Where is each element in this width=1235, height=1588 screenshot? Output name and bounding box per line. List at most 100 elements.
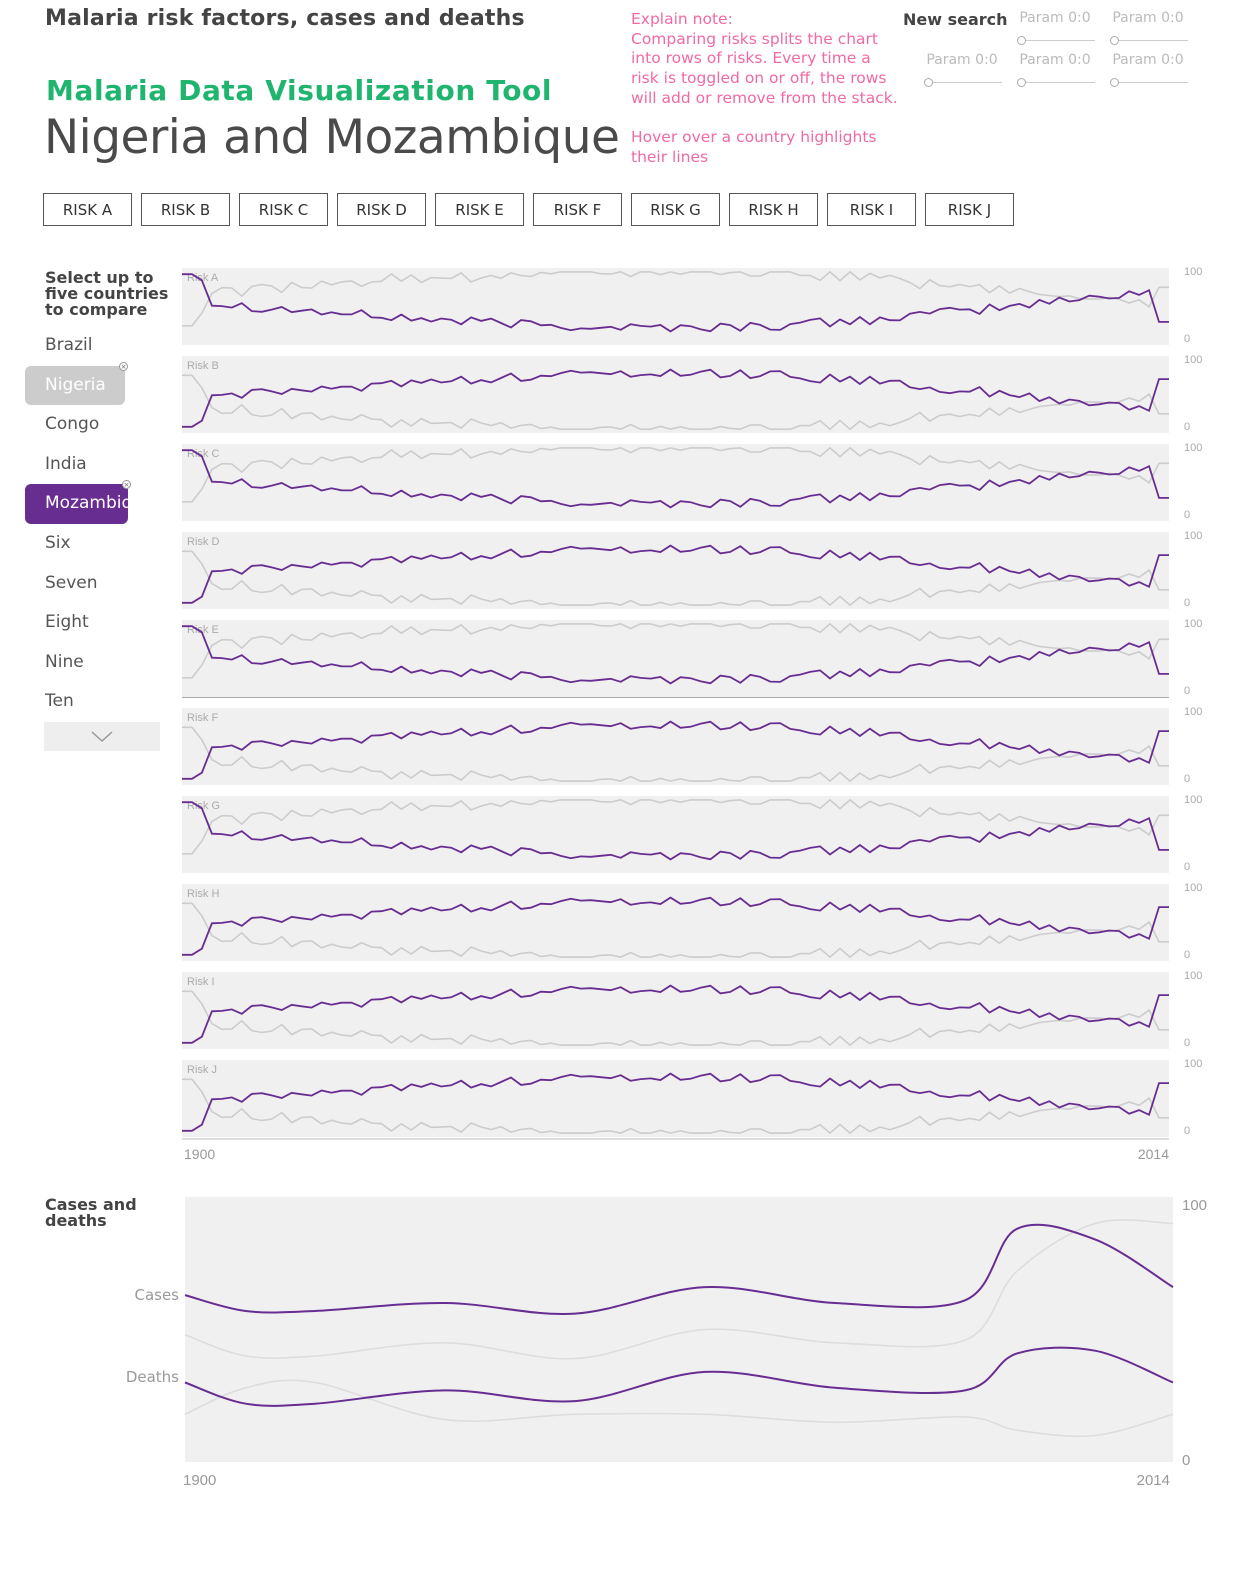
y-tick-label: 0 (1184, 685, 1190, 697)
slider-track[interactable] (1110, 82, 1188, 83)
y-tick-label: 0 (1184, 597, 1190, 609)
risk-g-button[interactable]: RISK G (631, 193, 720, 226)
slider-track[interactable] (1110, 40, 1188, 41)
risk-row-label: Risk I (187, 976, 215, 988)
param-slider-1[interactable]: Param 0:0 (1013, 10, 1097, 50)
country-item-brazil[interactable]: Brazil (25, 326, 175, 366)
risk-row-panel (182, 620, 1169, 697)
remove-country-icon[interactable]: × (119, 361, 128, 371)
y-tick-label: 100 (1184, 882, 1202, 894)
y-tick-label: 0 (1184, 949, 1190, 961)
y-tick-label: 0 (1184, 1125, 1190, 1137)
page-title: Nigeria and Mozambique (44, 110, 620, 165)
explain-note: Explain note: Comparing risks splits the… (631, 10, 901, 168)
remove-country-icon[interactable]: × (122, 480, 131, 490)
country-label: Nigeria (45, 374, 106, 395)
country-item-india[interactable]: India (25, 445, 175, 485)
secondary-series-line (182, 990, 1169, 1047)
param-slider-5[interactable]: Param 0:0 (1106, 52, 1190, 92)
risk-row-label: Risk F (187, 712, 218, 724)
risk-a-button[interactable]: RISK A (43, 193, 132, 226)
param-label: Param 0:0 (1019, 10, 1091, 26)
explain-note-label: Explain note: (631, 10, 733, 28)
country-label: Congo (45, 414, 100, 435)
secondary-series-line (182, 446, 1169, 503)
y-tick-label: 100 (1184, 442, 1202, 454)
risk-f-button[interactable]: RISK F (533, 193, 622, 226)
secondary-series-line (182, 726, 1169, 783)
highlighted-series-line (182, 720, 1169, 780)
deaths-secondary-line (184, 1379, 1174, 1438)
risk-row: Risk B 100 0 (182, 354, 1202, 433)
cases-highlighted-line (184, 1223, 1174, 1315)
country-item-eight[interactable]: Eight (25, 603, 175, 643)
y-tick-label: 0 (1184, 421, 1190, 433)
secondary-series-line (182, 902, 1169, 959)
x-tick-label: 1900 (184, 1146, 215, 1162)
slider-track[interactable] (1017, 40, 1095, 41)
risk-row-panel (182, 356, 1169, 433)
risk-h-button[interactable]: RISK H (729, 193, 818, 226)
chevron-down-icon (91, 731, 113, 743)
risk-row-panel (182, 444, 1169, 521)
param-slider-4[interactable]: Param 0:0 (1013, 52, 1097, 92)
risk-row: Risk G 100 0 (182, 794, 1202, 873)
risk-b-button[interactable]: RISK B (141, 193, 230, 226)
risk-row-label: Risk G (187, 800, 220, 812)
scroll-down-button[interactable] (44, 722, 160, 751)
risk-j-button[interactable]: RISK J (925, 193, 1014, 226)
cases-secondary-line (184, 1219, 1174, 1360)
country-item-mozambique[interactable]: Mozambique × (25, 480, 154, 524)
y-tick-label: 100 (1184, 530, 1202, 542)
slider-handle[interactable] (1110, 78, 1119, 87)
risk-row-panel (182, 972, 1169, 1049)
risk-row-panel (182, 796, 1169, 873)
risk-d-button[interactable]: RISK D (337, 193, 426, 226)
top-title: Malaria risk factors, cases and deaths (45, 6, 525, 31)
country-item-congo[interactable]: Congo (25, 405, 175, 445)
highlighted-series-line (182, 984, 1169, 1044)
highlighted-series-line (182, 1072, 1169, 1132)
secondary-series-line (182, 622, 1169, 679)
country-label: Seven (45, 572, 98, 593)
y-tick-label: 100 (1184, 794, 1202, 806)
secondary-series-line (182, 1078, 1169, 1135)
slider-track[interactable] (1017, 82, 1095, 83)
y-tick-label: 100 (1184, 354, 1202, 366)
y-tick-label: 100 (1184, 706, 1202, 718)
highlighted-series-line (182, 544, 1169, 604)
slider-track[interactable] (924, 82, 1002, 83)
deaths-highlighted-line (184, 1346, 1174, 1407)
highlighted-series-line (182, 896, 1169, 956)
country-item-seven[interactable]: Seven (25, 564, 175, 604)
param-slider-2[interactable]: Param 0:0 (1106, 10, 1190, 50)
param-label: Param 0:0 (1112, 52, 1184, 68)
highlighted-series-line (182, 801, 1169, 861)
y-tick-label: 0 (1182, 1452, 1190, 1469)
risk-row: Risk J 100 0 (182, 1058, 1202, 1137)
country-label: India (45, 453, 87, 474)
slider-handle[interactable] (924, 78, 933, 87)
risk-e-button[interactable]: RISK E (435, 193, 524, 226)
risk-c-button[interactable]: RISK C (239, 193, 328, 226)
slider-handle[interactable] (1017, 78, 1026, 87)
country-item-nigeria[interactable]: Nigeria × (25, 361, 128, 406)
app-title: Malaria Data Visualization Tool (46, 74, 553, 107)
param-slider-3[interactable]: Param 0:0 (920, 52, 1004, 92)
risk-row-label: Risk C (187, 448, 219, 460)
slider-handle[interactable] (1017, 36, 1026, 45)
y-tick-label: 100 (1182, 1197, 1207, 1214)
risk-row-label: Risk H (187, 888, 219, 900)
highlighted-series-line (182, 449, 1169, 509)
country-item-ten[interactable]: Ten (25, 682, 175, 722)
new-search-button[interactable]: New search (903, 10, 1008, 29)
highlighted-series-line (182, 625, 1169, 685)
slider-handle[interactable] (1110, 36, 1119, 45)
cases-deaths-chart: 100 0 1900 2014 (183, 1197, 1207, 1489)
country-item-six[interactable]: Six (25, 524, 175, 564)
country-item-nine[interactable]: Nine (25, 643, 175, 683)
risk-i-button[interactable]: RISK I (827, 193, 916, 226)
country-selector-heading: Select up to five countries to compare (45, 268, 169, 319)
highlighted-series-line (182, 368, 1169, 428)
